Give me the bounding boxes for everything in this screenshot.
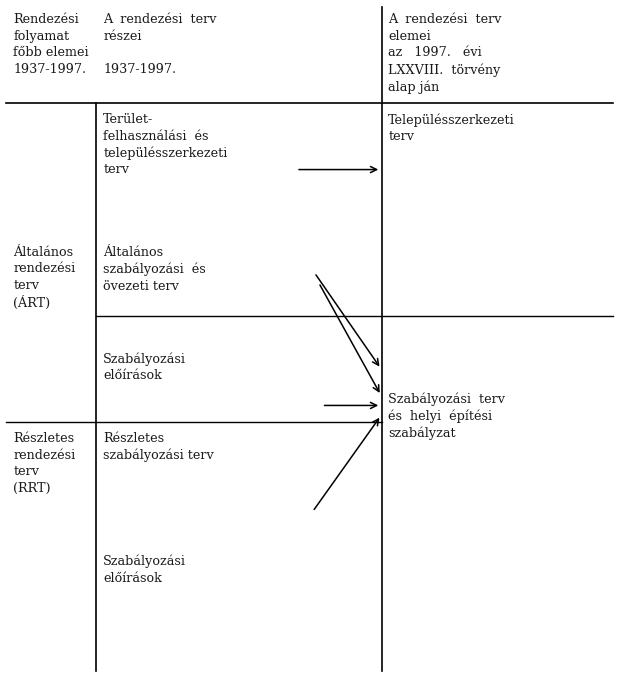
- Text: Általános
szabályozási  és
övezeti terv: Általános szabályozási és övezeti terv: [103, 246, 206, 293]
- Text: A  rendezési  terv
elemei
az   1997.   évi
LXXVIII.  törvény
alap ján: A rendezési terv elemei az 1997. évi LXX…: [388, 14, 502, 94]
- Text: Általános
rendezési
terv
(ÁRT): Általános rendezési terv (ÁRT): [14, 246, 76, 310]
- Text: Településszerkezeti
terv: Településszerkezeti terv: [388, 113, 515, 143]
- Text: Részletes
rendezési
terv
(RRT): Részletes rendezési terv (RRT): [14, 432, 76, 494]
- Text: Terület-
felhasználási  és
településszerkezeti
terv: Terület- felhasználási és településszerk…: [103, 113, 228, 176]
- Text: Rendezési
folyamat
főbb elemei
1937-1997.: Rendezési folyamat főbb elemei 1937-1997…: [14, 14, 89, 76]
- Text: Szabályozási
előírások: Szabályozási előírások: [103, 555, 186, 585]
- Text: Szabályozási
előírások: Szabályozási előírások: [103, 353, 186, 382]
- Text: Részletes
szabályozási terv: Részletes szabályozási terv: [103, 432, 214, 462]
- Text: Szabályozási  terv
és  helyi  építési
szabályzat: Szabályozási terv és helyi építési szabá…: [388, 392, 505, 440]
- Text: A  rendezési  terv
részei

1937-1997.: A rendezési terv részei 1937-1997.: [103, 14, 217, 76]
